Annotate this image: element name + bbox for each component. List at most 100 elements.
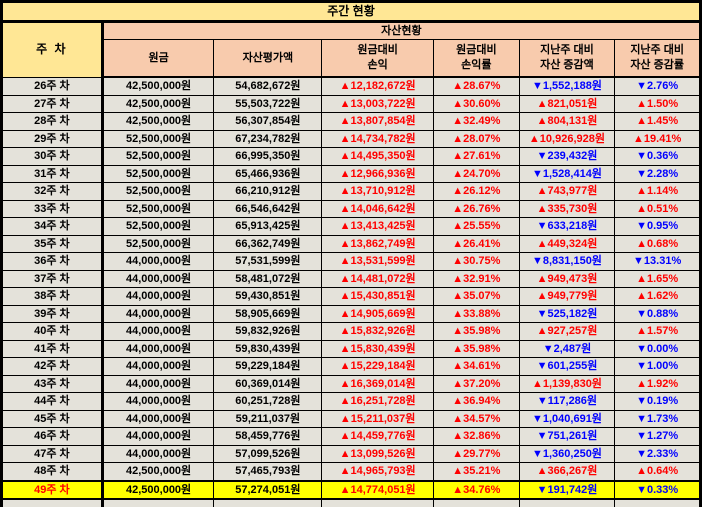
profit-loss-cell[interactable]: ▲13,413,425원 [321,217,435,236]
week-cell[interactable]: 31주 차 [1,164,104,183]
profit-loss-rate-cell[interactable]: ▲28.07% [433,129,520,148]
week-cell[interactable]: 27주 차 [1,94,104,113]
profit-loss-rate-cell[interactable]: ▲35.98% [433,322,520,341]
profit-loss-cell[interactable]: ▲13,710,912원 [321,182,435,201]
week-cell[interactable]: 46주 차 [1,427,104,446]
profit-loss-cell[interactable]: ▲14,459,776원 [321,427,435,446]
profit-loss-rate-cell[interactable]: ▲26.12% [433,182,520,201]
valuation-cell[interactable]: 65,913,425원 [213,217,323,236]
principal-cell[interactable]: 44,000,000원 [101,287,215,306]
wow-change-rate-cell[interactable]: ▲0.51% [614,199,701,218]
profit-loss-rate-cell[interactable]: ▲28.67% [433,76,520,96]
valuation-cell[interactable]: 59,430,851원 [213,287,323,306]
principal-cell[interactable]: 42,500,000원 [101,112,215,131]
profit-loss-rate-cell[interactable]: ▲26.76% [433,199,520,218]
wow-change-amount-cell[interactable]: ▼751,261원 [518,427,616,446]
wow-change-amount-cell[interactable]: ▼633,218원 [518,217,616,236]
principal-cell[interactable]: 52,500,000원 [101,217,215,236]
profit-loss-cell[interactable]: ▲13,807,854원 [321,112,435,131]
valuation-cell[interactable]: 57,531,599원 [213,252,323,271]
wow-change-amount-cell[interactable]: ▼1,528,414원 [518,164,616,183]
wow-change-amount-cell[interactable]: ▲366,267원 [518,462,616,481]
week-column-header[interactable]: 주 차 [1,20,104,78]
wow-change-amount-cell[interactable]: ▼191,742원 [518,479,616,500]
profit-loss-rate-cell[interactable]: ▲32.91% [433,269,520,288]
profit-loss-cell[interactable]: ▲15,430,851원 [321,287,435,306]
wow-change-rate-cell[interactable]: ▲1.65% [614,269,701,288]
principal-cell[interactable]: 44,000,000원 [101,304,215,323]
wow-change-rate-cell[interactable]: ▲1.62% [614,287,701,306]
week-cell[interactable]: 49주 차 [1,479,104,500]
wow-change-rate-cell[interactable]: ▼0.00% [614,339,701,358]
wow-change-amount-cell[interactable]: ▲10,926,928원 [518,129,616,148]
valuation-cell[interactable]: 60,251,728원 [213,392,323,411]
principal-cell[interactable]: 52,500,000원 [101,199,215,218]
wow-change-amount-cell[interactable]: ▼117,286원 [518,392,616,411]
profit-loss-rate-cell[interactable]: ▲29.77% [433,444,520,463]
week-cell[interactable]: 48주 차 [1,462,104,481]
valuation-cell[interactable]: 59,832,926원 [213,322,323,341]
profit-loss-rate-cell[interactable]: ▲35.98% [433,339,520,358]
principal-cell[interactable]: 44,000,000원 [101,252,215,271]
wow-change-amount-cell[interactable]: ▼1,552,188원 [518,76,616,96]
valuation-cell[interactable]: 58,905,669원 [213,304,323,323]
profit-loss-cell[interactable]: ▲13,531,599원 [321,252,435,271]
column-header-wow-change-amount[interactable]: 지난주 대비 자산 증감액 [518,39,616,78]
week-cell[interactable]: 34주 차 [1,217,104,236]
valuation-cell[interactable]: 54,682,672원 [213,76,323,96]
profit-loss-cell[interactable]: ▲14,495,350원 [321,147,435,166]
profit-loss-cell[interactable]: ▲16,369,014원 [321,374,435,393]
wow-change-amount-cell[interactable]: ▲449,324원 [518,234,616,253]
principal-cell[interactable]: 44,000,000원 [101,339,215,358]
valuation-cell[interactable]: 57,099,526원 [213,444,323,463]
principal-cell[interactable]: 44,000,000원 [101,427,215,446]
week-cell[interactable]: 43주 차 [1,374,104,393]
wow-change-amount-cell[interactable]: ▲927,257원 [518,322,616,341]
profit-loss-cell[interactable]: ▲14,965,793원 [321,462,435,481]
profit-loss-cell[interactable]: ▲13,003,722원 [321,94,435,113]
wow-change-rate-cell[interactable]: ▼0.95% [614,217,701,236]
week-cell[interactable]: 44주 차 [1,392,104,411]
column-header-profit-loss-rate[interactable]: 원금대비 손익률 [433,39,520,78]
profit-loss-rate-cell[interactable]: ▲30.60% [433,94,520,113]
profit-loss-cell[interactable]: ▲13,862,749원 [321,234,435,253]
valuation-cell[interactable]: 57,274,051원 [213,479,323,500]
valuation-cell[interactable]: 56,307,854원 [213,112,323,131]
wow-change-rate-cell[interactable]: ▼2.28% [614,164,701,183]
profit-loss-cell[interactable]: ▲14,734,782원 [321,129,435,148]
week-cell[interactable]: 45주 차 [1,409,104,428]
wow-change-rate-cell[interactable]: ▲0.64% [614,462,701,481]
principal-cell[interactable]: 44,000,000원 [101,322,215,341]
profit-loss-rate-cell[interactable]: ▲32.49% [433,112,520,131]
profit-loss-rate-cell[interactable]: ▲35.21% [433,462,520,481]
profit-loss-cell[interactable]: ▲14,481,072원 [321,269,435,288]
profit-loss-rate-cell[interactable]: ▲34.76% [433,479,520,500]
wow-change-amount-cell[interactable]: ▲949,779원 [518,287,616,306]
wow-change-amount-cell[interactable]: ▲335,730원 [518,199,616,218]
wow-change-amount-cell[interactable]: ▼1,360,250원 [518,444,616,463]
wow-change-rate-cell[interactable]: ▲19.41% [614,129,701,148]
profit-loss-rate-cell[interactable]: ▲33.88% [433,304,520,323]
asset-status-group-header[interactable]: 자산현황 [101,20,702,40]
week-cell[interactable]: 35주 차 [1,234,104,253]
week-cell[interactable]: 38주 차 [1,287,104,306]
valuation-cell[interactable]: 55,503,722원 [213,94,323,113]
profit-loss-cell[interactable]: ▲15,229,184원 [321,357,435,376]
week-cell[interactable]: 30주 차 [1,147,104,166]
week-cell[interactable]: 47주 차 [1,444,104,463]
valuation-cell[interactable]: 59,229,184원 [213,357,323,376]
wow-change-amount-cell[interactable]: ▼8,831,150원 [518,252,616,271]
wow-change-rate-cell[interactable]: ▼2.33% [614,444,701,463]
profit-loss-rate-cell[interactable]: ▲27.61% [433,147,520,166]
principal-cell[interactable]: 52,500,000원 [101,182,215,201]
valuation-cell[interactable]: 66,362,749원 [213,234,323,253]
wow-change-rate-cell[interactable]: ▲1.45% [614,112,701,131]
wow-change-amount-cell[interactable]: ▲1,139,830원 [518,374,616,393]
principal-cell[interactable]: 44,000,000원 [101,392,215,411]
wow-change-rate-cell[interactable]: ▲0.68% [614,234,701,253]
week-cell[interactable]: 36주 차 [1,252,104,271]
wow-change-amount-cell[interactable]: ▼601,255원 [518,357,616,376]
wow-change-amount-cell[interactable]: ▼525,182원 [518,304,616,323]
wow-change-amount-cell[interactable]: ▼2,487원 [518,339,616,358]
profit-loss-rate-cell[interactable]: ▲37.20% [433,374,520,393]
